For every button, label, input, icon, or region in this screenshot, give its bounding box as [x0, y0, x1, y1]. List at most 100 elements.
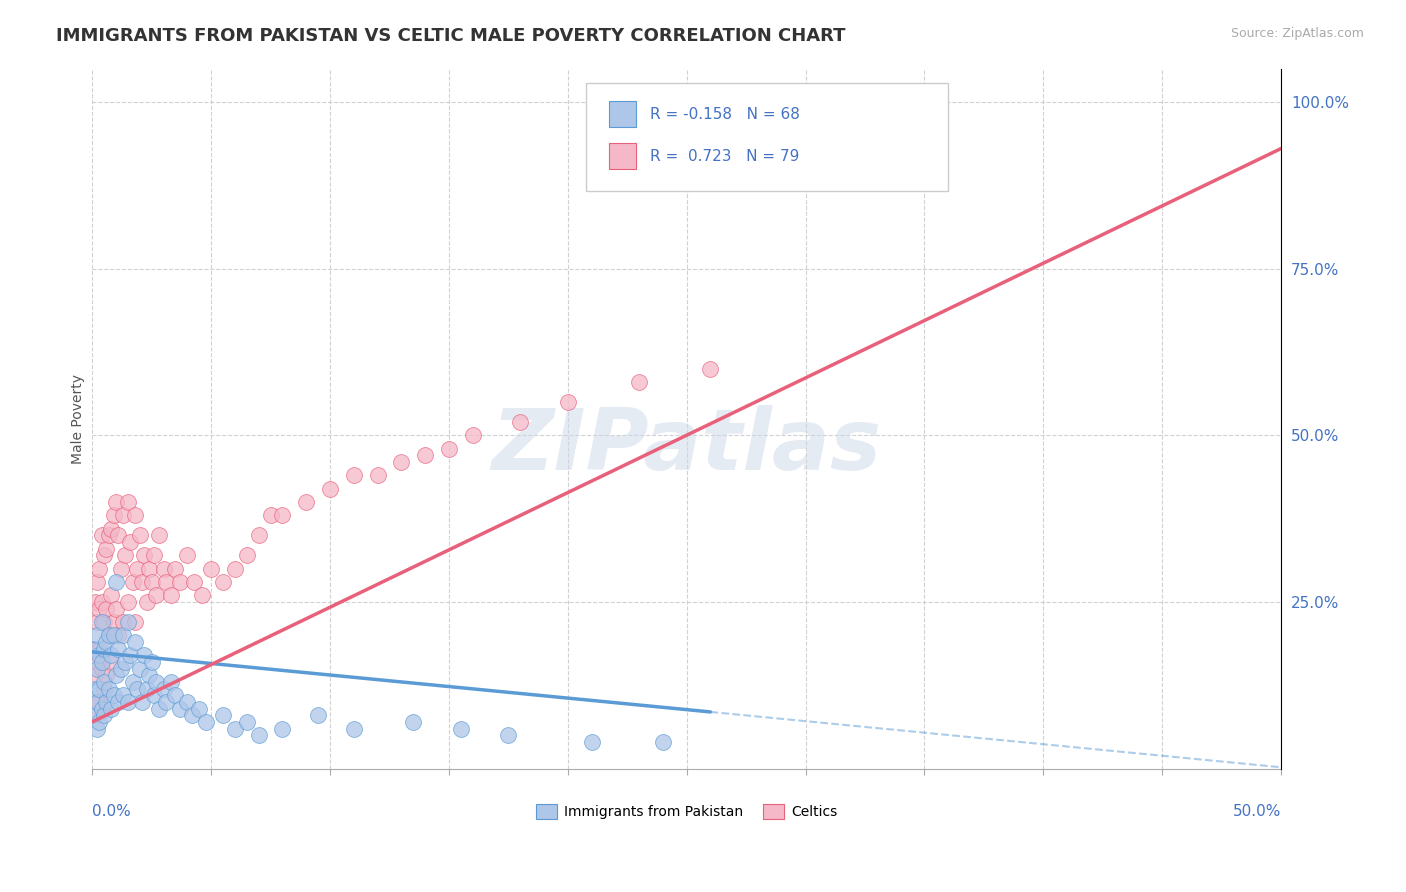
Point: [413, 448, 436, 462]
Point: [145, 674, 167, 689]
Point: [89, 561, 111, 575]
Point: [402, 714, 425, 729]
Point: [97, 628, 120, 642]
Point: [124, 635, 146, 649]
Point: [389, 455, 412, 469]
Point: [159, 674, 181, 689]
Legend: Immigrants from Pakistan, Celtics: Immigrants from Pakistan, Celtics: [530, 798, 844, 825]
Bar: [609, 101, 636, 128]
Point: [651, 735, 673, 749]
Point: [557, 395, 579, 409]
Point: [143, 688, 166, 702]
Point: [235, 548, 257, 562]
Point: [581, 735, 603, 749]
Point: [247, 528, 270, 542]
Point: [97, 681, 120, 696]
Point: [131, 695, 153, 709]
Point: [89, 648, 111, 663]
Text: ZIPatlas: ZIPatlas: [492, 405, 882, 488]
Point: [212, 574, 235, 589]
Point: [509, 415, 531, 429]
Point: [121, 674, 143, 689]
Point: [138, 561, 160, 575]
Point: [86, 574, 108, 589]
Point: [224, 722, 246, 736]
Point: [319, 482, 342, 496]
Text: R =  0.723   N = 79: R = 0.723 N = 79: [650, 149, 799, 163]
Text: R = -0.158   N = 68: R = -0.158 N = 68: [650, 106, 800, 121]
Point: [295, 495, 318, 509]
Point: [100, 588, 122, 602]
Point: [96, 635, 118, 649]
Point: [200, 561, 222, 575]
Point: [89, 695, 111, 709]
Point: [699, 361, 721, 376]
Point: [176, 695, 198, 709]
Point: [117, 615, 139, 629]
Point: [152, 681, 174, 696]
Point: [93, 674, 115, 689]
Point: [138, 668, 160, 682]
Point: [83, 668, 105, 682]
Point: [628, 375, 651, 389]
Point: [107, 528, 129, 542]
Point: [103, 688, 125, 702]
Point: [112, 615, 135, 629]
Point: [271, 508, 294, 523]
Point: [159, 588, 181, 602]
Point: [83, 681, 105, 696]
Point: [145, 588, 167, 602]
Point: [89, 641, 111, 656]
Point: [437, 442, 460, 456]
Point: [134, 648, 156, 663]
Point: [120, 535, 142, 549]
Point: [343, 468, 366, 483]
Y-axis label: Male Poverty: Male Poverty: [72, 374, 86, 464]
Point: [110, 561, 132, 575]
Point: [103, 508, 125, 523]
Point: [343, 722, 366, 736]
Point: [367, 468, 389, 483]
Point: [107, 695, 129, 709]
Point: [450, 722, 472, 736]
Point: [127, 561, 149, 575]
Point: [86, 615, 108, 629]
Point: [195, 714, 218, 729]
Point: [90, 615, 112, 629]
Point: [152, 561, 174, 575]
Point: [96, 541, 118, 556]
Bar: [609, 143, 636, 169]
Point: [83, 641, 105, 656]
Point: [93, 708, 115, 723]
Point: [307, 708, 329, 723]
Point: [89, 601, 111, 615]
Point: [103, 628, 125, 642]
Point: [100, 648, 122, 663]
Text: 50.0%: 50.0%: [1233, 804, 1281, 819]
Point: [134, 548, 156, 562]
Point: [271, 722, 294, 736]
Point: [235, 714, 257, 729]
Point: [83, 595, 105, 609]
Point: [114, 655, 136, 669]
Point: [114, 548, 136, 562]
Point: [110, 662, 132, 676]
FancyBboxPatch shape: [585, 83, 948, 191]
Point: [120, 648, 142, 663]
Point: [96, 668, 118, 682]
Point: [96, 601, 118, 615]
Point: [90, 528, 112, 542]
Point: [104, 668, 127, 682]
Point: [155, 574, 177, 589]
Point: [89, 714, 111, 729]
Point: [135, 681, 157, 696]
Point: [169, 701, 191, 715]
Point: [90, 655, 112, 669]
Point: [104, 495, 127, 509]
Point: [212, 708, 235, 723]
Text: 0.0%: 0.0%: [93, 804, 131, 819]
Point: [143, 548, 166, 562]
Point: [112, 688, 135, 702]
Point: [169, 574, 191, 589]
Point: [86, 695, 108, 709]
